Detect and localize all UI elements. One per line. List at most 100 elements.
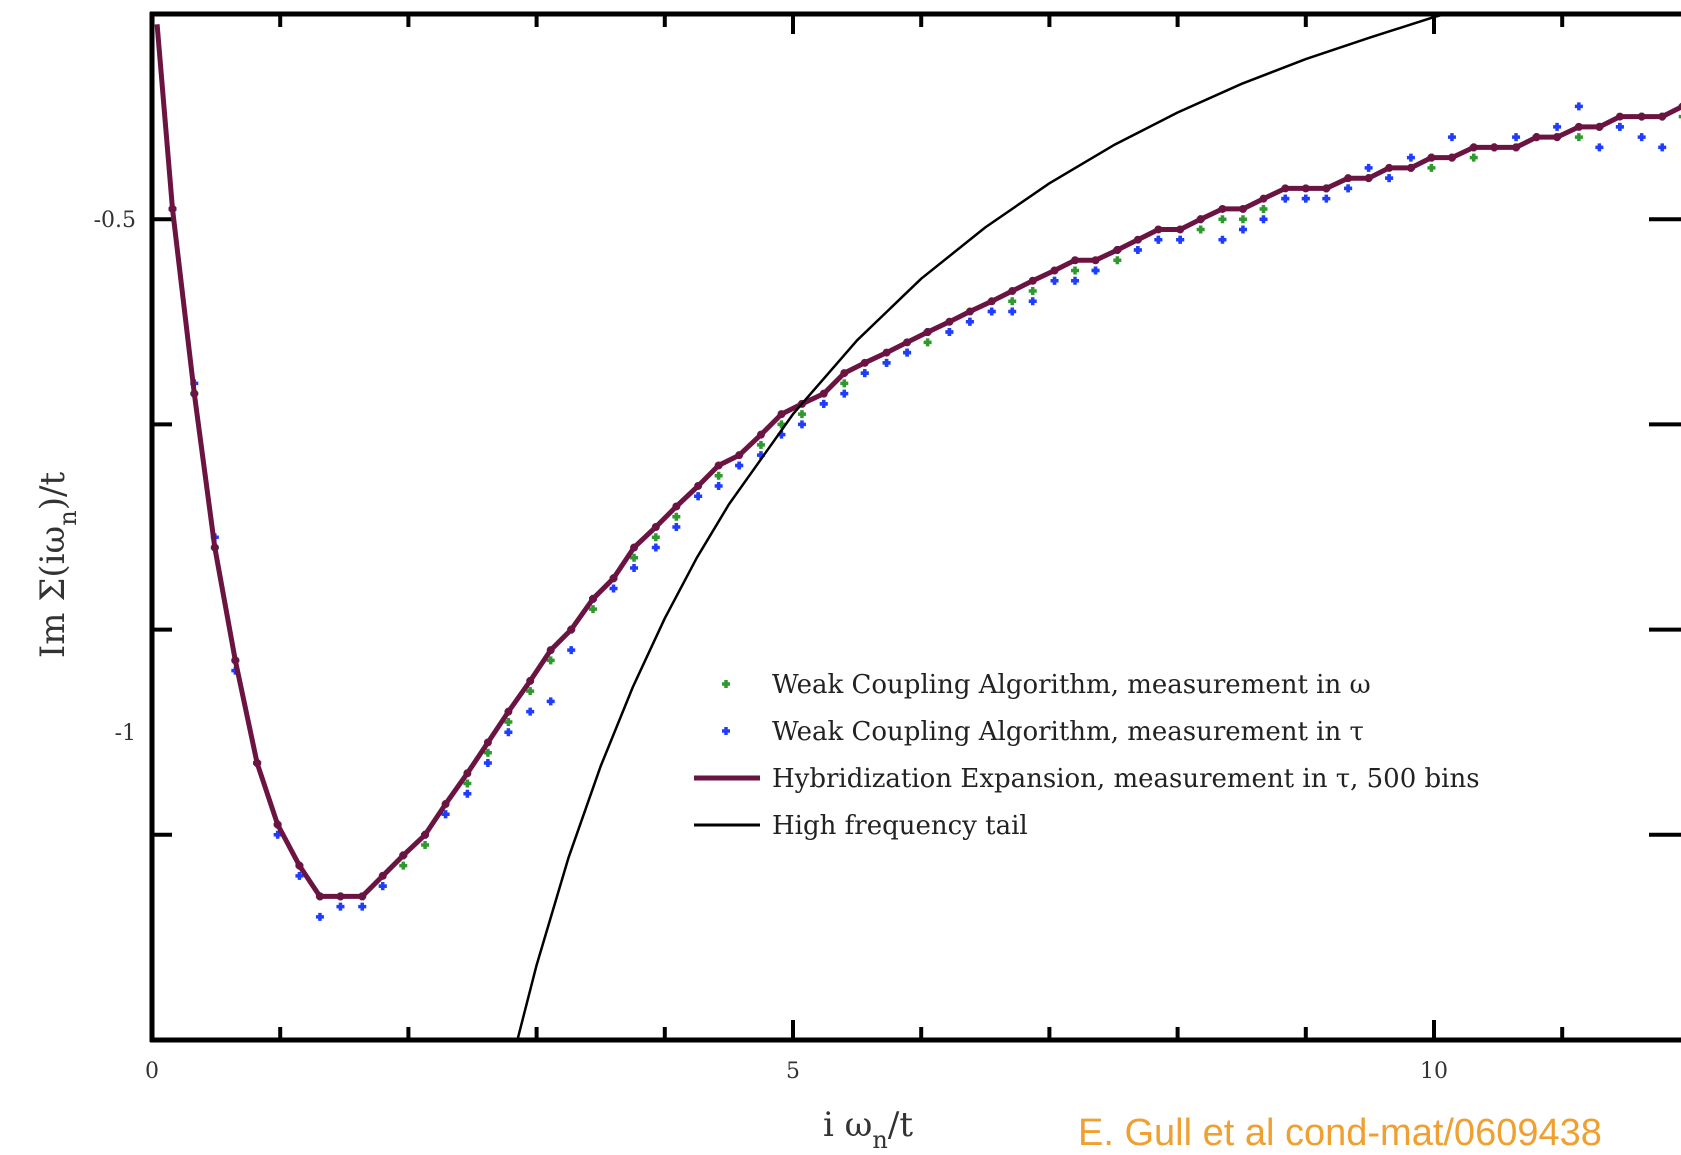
series-point [441, 800, 450, 809]
series-point [526, 676, 535, 685]
series-point [840, 369, 849, 378]
series-marker [945, 328, 954, 337]
series-marker [1196, 225, 1205, 234]
series-point [1469, 143, 1478, 152]
series-point [1133, 235, 1142, 244]
y-tick-label: -0.5 [94, 208, 136, 233]
series-point [378, 871, 387, 880]
legend-label: High frequency tail [772, 811, 1028, 841]
series-point [399, 851, 408, 860]
series-point [694, 481, 703, 490]
series-point [1176, 225, 1185, 234]
series-point [819, 389, 828, 398]
series-marker [1678, 112, 1681, 121]
series-marker [1238, 215, 1247, 224]
series-point [1427, 153, 1436, 162]
series-point [1196, 215, 1205, 224]
series-marker [1113, 256, 1122, 265]
series-point [273, 820, 282, 829]
series-point [1281, 184, 1290, 193]
legend-marker [722, 727, 730, 735]
series-marker [1050, 276, 1059, 285]
series-marker [1218, 215, 1227, 224]
series-point [358, 892, 367, 901]
series-point [1553, 133, 1562, 142]
series-marker [504, 728, 513, 737]
series-marker [1028, 287, 1037, 296]
series-marker [1154, 235, 1163, 244]
series-marker [882, 358, 891, 367]
series-marker [567, 646, 576, 655]
series-point [735, 451, 744, 460]
series-point [777, 410, 786, 419]
series-point [421, 830, 430, 839]
series-line [516, 14, 1451, 1040]
series-marker [1574, 102, 1583, 111]
series-point [1028, 276, 1037, 285]
series-marker [1615, 122, 1624, 131]
series-point [1595, 122, 1604, 131]
series-point [672, 502, 681, 511]
series-point [860, 358, 869, 367]
series-marker [1008, 297, 1017, 306]
y-axis-title-main: Im Σ(iω [33, 526, 73, 658]
series-marker [1447, 133, 1456, 142]
series-marker [923, 338, 932, 347]
series-point [965, 307, 974, 316]
series-marker [1469, 153, 1478, 162]
series-point [1615, 112, 1624, 121]
series-marker [797, 410, 806, 419]
series-marker [441, 810, 450, 819]
x-tick-label: 5 [786, 1059, 800, 1084]
series-marker [336, 902, 345, 911]
series-point [567, 625, 576, 634]
series-point [1301, 184, 1310, 193]
series-point [1154, 225, 1163, 234]
series-marker [714, 471, 723, 480]
series-point [1490, 143, 1499, 152]
series-point [1512, 143, 1521, 152]
plot-background [151, 14, 1681, 1040]
series-marker [399, 861, 408, 870]
series-point [190, 389, 199, 398]
series-marker [777, 420, 786, 429]
series-point [315, 892, 324, 901]
series-point [1322, 184, 1331, 193]
series-marker [797, 420, 806, 429]
series-marker [1301, 194, 1310, 203]
series-point [1238, 204, 1247, 213]
series-marker [1427, 163, 1436, 172]
series-point [589, 594, 598, 603]
series-point [1637, 112, 1646, 121]
series-marker [504, 717, 513, 726]
series-marker [1071, 276, 1080, 285]
series-point [1532, 133, 1541, 142]
legend: Weak Coupling Algorithm, measurement in … [694, 670, 1480, 841]
y-tick-label: -1 [115, 721, 136, 746]
citation-text: E. Gull et al cond-mat/0609438 [1078, 1112, 1602, 1154]
series-marker [630, 564, 639, 573]
series-marker [1574, 133, 1583, 142]
series-marker [1595, 143, 1604, 152]
series-marker [651, 533, 660, 542]
series-marker [526, 687, 535, 696]
series-marker [1385, 174, 1394, 183]
series-marker [1344, 184, 1353, 193]
series-point [483, 738, 492, 747]
series-marker [1133, 245, 1142, 254]
legend-label: Weak Coupling Algorithm, measurement in … [772, 717, 1364, 747]
series-point [546, 646, 555, 655]
series-marker [987, 307, 996, 316]
series-point [1406, 163, 1415, 172]
series-marker [1176, 235, 1185, 244]
series-marker [903, 348, 912, 357]
series-marker [421, 841, 430, 850]
series-marker [463, 779, 472, 788]
series-marker [965, 317, 974, 326]
series-marker [819, 399, 828, 408]
series-marker [609, 584, 618, 593]
series-marker [1322, 194, 1331, 203]
series-point [1574, 122, 1583, 131]
series-marker [735, 461, 744, 470]
series-marker [546, 656, 555, 665]
